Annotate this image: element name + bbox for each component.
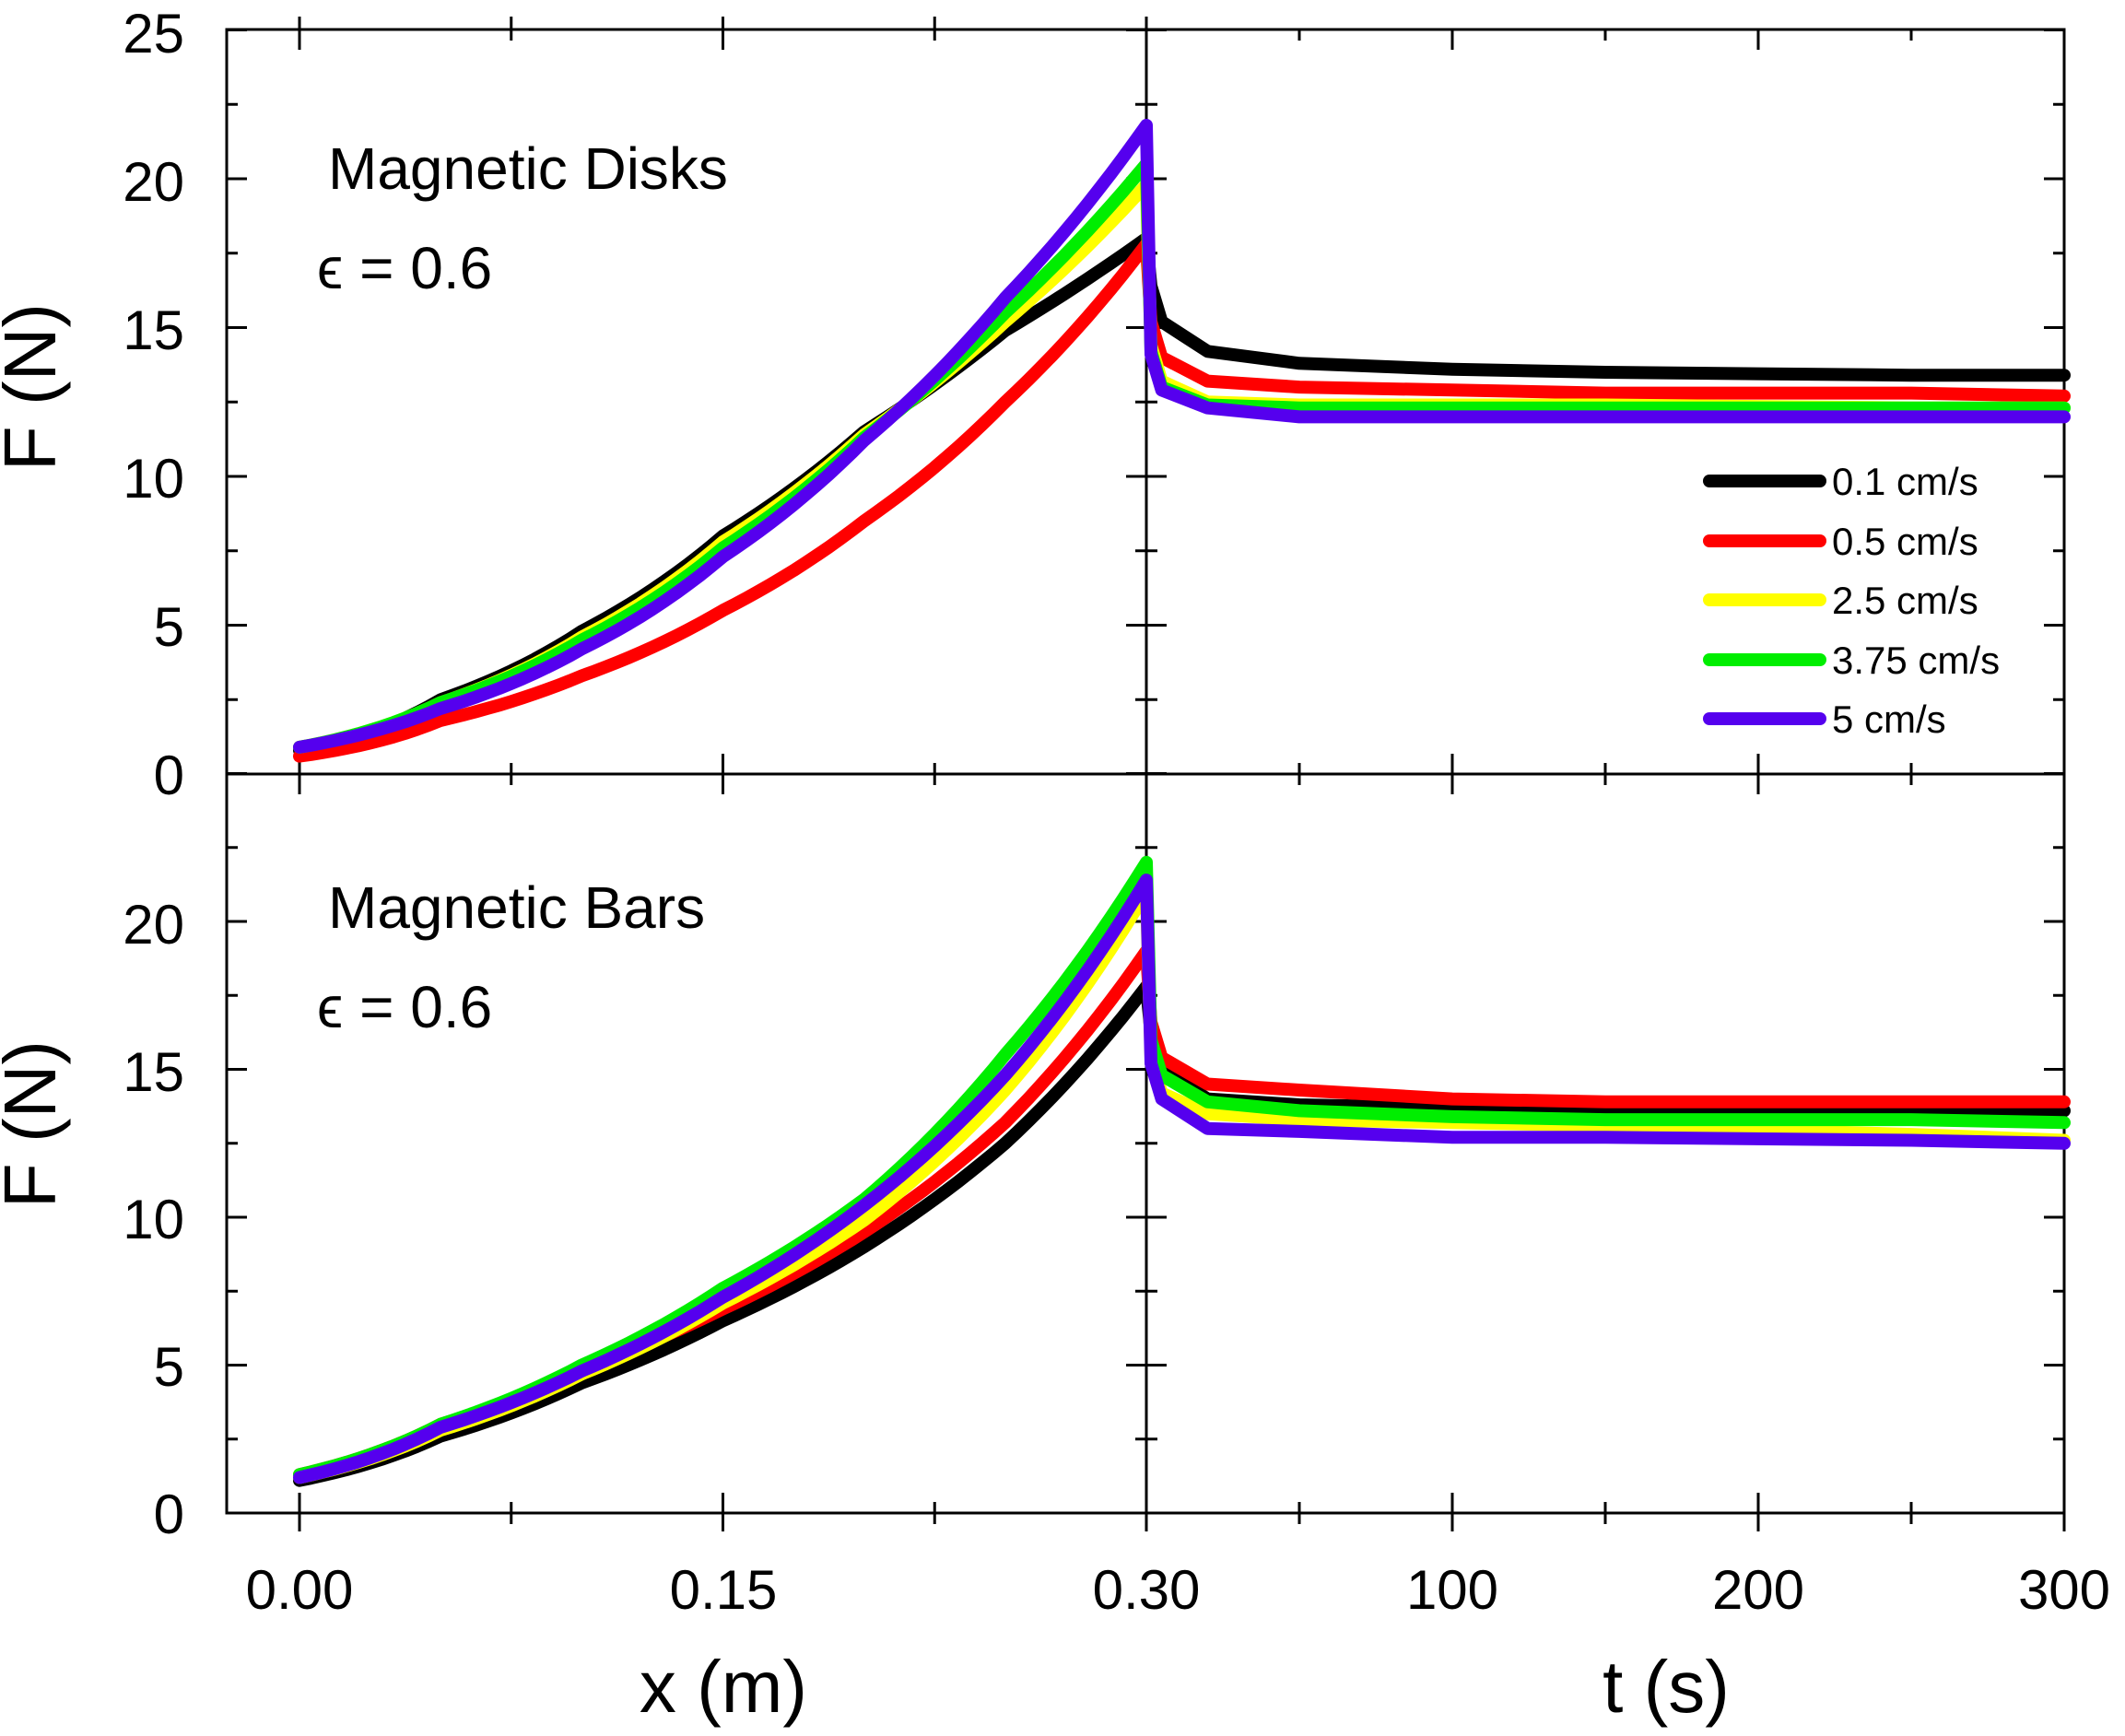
y-tick-label: 10 — [123, 448, 184, 510]
x-axis-label-right: t (s) — [1603, 1646, 1730, 1728]
y-tick-label: 0 — [154, 1484, 184, 1545]
axis-ticks — [227, 17, 2066, 1531]
series-line-top-4 — [293, 118, 2071, 754]
y-axis-label-top: F (N) — [0, 303, 71, 471]
y-tick-label: 25 — [123, 3, 184, 65]
top-panel-param: ϵ = 0.6 — [317, 235, 492, 301]
top-panel-title: Magnetic Disks — [328, 135, 728, 202]
legend-label: 3.75 cm/s — [1832, 639, 2000, 682]
y-tick-labels-bottom: 0 5 10 15 20 — [123, 894, 184, 1545]
series-line-bottom-2 — [293, 885, 2071, 1484]
x-tick-label: 300 — [2018, 1559, 2110, 1621]
y-tick-label: 15 — [123, 1041, 184, 1103]
x-tick-label: 200 — [1712, 1559, 1804, 1621]
y-tick-labels-top: 0 5 10 15 20 25 — [123, 3, 184, 806]
series-line-bottom-4 — [293, 874, 2071, 1484]
x-tick-label: 0.30 — [1093, 1559, 1201, 1621]
y-tick-label: 20 — [123, 151, 184, 213]
series-line-bottom-0 — [293, 979, 2071, 1487]
y-axis-label-bottom: F (N) — [0, 1040, 71, 1208]
x-tick-label: 100 — [1406, 1559, 1498, 1621]
bottom-panel-param: ϵ = 0.6 — [317, 974, 492, 1040]
y-tick-label: 5 — [154, 596, 184, 658]
y-tick-label: 5 — [154, 1336, 184, 1398]
y-tick-label: 0 — [154, 745, 184, 806]
series-line-top-1 — [293, 238, 2071, 763]
y-tick-label: 20 — [123, 894, 184, 956]
x-axis-label-left: x (m) — [640, 1646, 807, 1728]
x-tick-label: 0.00 — [246, 1559, 354, 1621]
legend-label: 2.5 cm/s — [1832, 579, 1978, 622]
bottom-panel-title: Magnetic Bars — [328, 874, 705, 941]
y-tick-label: 15 — [123, 299, 184, 361]
x-tick-label: 0.15 — [670, 1559, 778, 1621]
y-tick-label: 10 — [123, 1189, 184, 1250]
legend-label: 0.5 cm/s — [1832, 520, 1978, 563]
legend: 0.1 cm/s 0.5 cm/s 2.5 cm/s 3.75 cm/s 5 c… — [1703, 460, 2000, 741]
series-layer — [293, 118, 2071, 1487]
series-line-top-0 — [293, 231, 2071, 757]
legend-label: 0.1 cm/s — [1832, 460, 1978, 503]
legend-label: 5 cm/s — [1832, 698, 1946, 741]
